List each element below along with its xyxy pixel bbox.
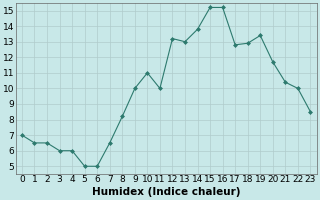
X-axis label: Humidex (Indice chaleur): Humidex (Indice chaleur)	[92, 187, 240, 197]
